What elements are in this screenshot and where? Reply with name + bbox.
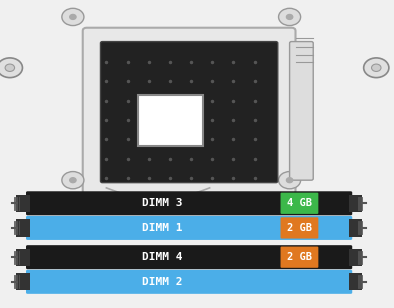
Circle shape [5,64,15,71]
FancyBboxPatch shape [100,42,278,183]
FancyBboxPatch shape [26,245,352,269]
Circle shape [70,14,76,19]
FancyBboxPatch shape [83,28,296,194]
FancyBboxPatch shape [281,217,318,238]
Bar [349,249,362,266]
Circle shape [286,178,293,183]
Circle shape [0,58,22,78]
Circle shape [279,8,301,26]
Text: 2 GB: 2 GB [287,252,312,262]
Text: DIMM 1: DIMM 1 [142,223,183,233]
Text: 4 GB: 4 GB [287,198,312,208]
Bar [16,249,30,266]
FancyBboxPatch shape [26,216,352,240]
Circle shape [286,14,293,19]
Circle shape [372,64,381,71]
Bar [16,219,30,237]
Circle shape [70,178,76,183]
Text: DIMM 2: DIMM 2 [142,277,183,287]
Circle shape [62,8,84,26]
Bar [349,273,362,290]
Circle shape [364,58,389,78]
Text: 2 GB: 2 GB [287,223,312,233]
Text: DIMM 4: DIMM 4 [142,252,183,262]
Bar [138,95,203,146]
Bar [16,273,30,290]
Bar [349,219,362,237]
Circle shape [62,172,84,189]
FancyBboxPatch shape [281,193,318,214]
Text: DIMM 3: DIMM 3 [142,198,183,208]
Bar [16,195,30,212]
FancyBboxPatch shape [26,191,352,215]
FancyBboxPatch shape [26,270,352,294]
FancyBboxPatch shape [281,246,318,268]
Bar [349,195,362,212]
FancyBboxPatch shape [290,42,313,180]
Circle shape [279,172,301,189]
